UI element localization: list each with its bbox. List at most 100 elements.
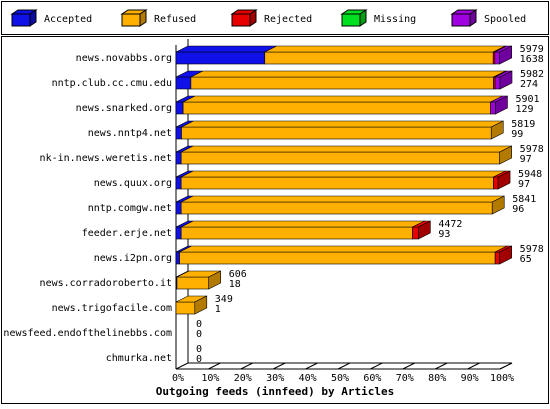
bar-accepted-label: 274	[520, 79, 538, 90]
plot-frame	[1, 36, 549, 404]
bar-total-label: 0	[196, 344, 202, 355]
legend-label: Rejected	[264, 14, 312, 25]
bar-segment	[181, 126, 492, 140]
category-label: news.nntp4.net	[88, 128, 172, 139]
bar-segment	[494, 76, 501, 90]
x-tick-label: 90%	[461, 373, 479, 384]
bar-accepted-label: 96	[512, 204, 524, 215]
bar-total-label: 349	[215, 294, 233, 305]
bar-total-label: 5979	[520, 44, 544, 55]
bar-accepted-label: 65	[520, 254, 532, 265]
bar-segment	[412, 226, 419, 240]
x-tick	[208, 362, 221, 370]
bar-segment-side	[497, 170, 511, 190]
bar-segment-side	[499, 245, 512, 265]
bar-segment-top	[179, 245, 508, 253]
legend-label: Accepted	[44, 14, 92, 25]
legend-swatch	[359, 9, 367, 27]
bar-total-label: 5819	[511, 119, 535, 130]
x-tick-label: 30%	[266, 373, 284, 384]
legend-label: Refused	[154, 14, 196, 25]
bar-segment	[175, 126, 182, 140]
legend-label: Missing	[374, 14, 416, 25]
x-tick-label: 40%	[299, 373, 317, 384]
x-tick-label: 100%	[490, 373, 514, 384]
bar-segment-side	[491, 195, 505, 215]
category-label: nk-in.news.weretis.net	[40, 153, 172, 164]
category-label: chmurka.net	[106, 353, 172, 364]
bar-segment-top	[181, 170, 506, 178]
legend-label: Spooled	[484, 14, 526, 25]
x-tick	[467, 362, 480, 370]
x-tick-label: 80%	[428, 373, 446, 384]
bar-segment	[175, 226, 182, 240]
category-label: news.quux.org	[94, 178, 172, 189]
bar-segment-top	[181, 195, 505, 203]
legend-swatch	[451, 13, 471, 27]
bar-accepted-label: 1638	[520, 54, 544, 65]
chart-title: Outgoing feeds (innfeed) by Articles	[156, 385, 394, 398]
bar-segment	[264, 51, 494, 65]
bar-accepted-label: 18	[229, 279, 241, 290]
category-label: news.trigofacile.com	[52, 303, 172, 314]
bar-total-label: 0	[196, 319, 202, 330]
x-tick-label: 60%	[363, 373, 381, 384]
category-label: news.corradoroberto.it	[40, 278, 172, 289]
x-tick	[337, 362, 351, 370]
category-label: news.i2pn.org	[94, 253, 172, 264]
legend-swatch	[121, 13, 141, 27]
bar-total-label: 4472	[438, 219, 462, 230]
legend-swatch	[469, 9, 477, 27]
bar-accepted-label: 0	[196, 354, 202, 365]
bar-segment-top	[181, 145, 512, 153]
bar-segment	[176, 276, 210, 290]
bar-segment	[190, 76, 494, 90]
bar-accepted-label: 97	[518, 179, 530, 190]
bar-accepted-label: 99	[511, 129, 523, 140]
bar-segment	[179, 251, 496, 265]
bar-segment-top	[181, 220, 425, 228]
legend-frame	[1, 1, 549, 35]
legend-swatch	[231, 13, 251, 27]
bar-total-label: 5948	[518, 169, 542, 180]
bar-segment	[175, 176, 182, 190]
bar-segment	[175, 101, 184, 115]
bar-segment-side	[490, 120, 504, 140]
bar-segment	[180, 151, 500, 165]
legend-swatch	[11, 13, 31, 27]
bar-total-label: 5978	[520, 244, 544, 255]
bar-segment-top	[175, 45, 277, 53]
bar-total-label: 5901	[515, 94, 539, 105]
bar-total-label: 606	[229, 269, 247, 280]
bar-segment-side	[499, 45, 512, 65]
bar-segment	[180, 201, 493, 215]
bar-segment-side	[208, 270, 222, 290]
category-label: newsfeed.endofthelinebbs.com	[3, 328, 172, 339]
bar-segment-top	[190, 70, 506, 78]
x-tick	[402, 362, 416, 370]
bar-accepted-label: 93	[438, 229, 450, 240]
category-label: news.novabbs.org	[76, 53, 172, 64]
bar-accepted-label: 97	[520, 154, 532, 165]
bar-segment-side	[194, 295, 208, 315]
bar-segment-side	[418, 220, 431, 240]
bar-segment	[493, 176, 499, 190]
bar-total-label: 5982	[520, 69, 544, 80]
bar-segment-top	[181, 120, 504, 128]
x-tick-label: 20%	[234, 373, 252, 384]
x-tick	[272, 362, 286, 370]
x-tick	[499, 362, 513, 370]
x-tick	[370, 362, 383, 370]
bar-total-label: 5841	[512, 194, 536, 205]
bar-segment	[180, 176, 494, 190]
bar-segment	[175, 76, 192, 90]
legend-swatch	[29, 9, 37, 27]
x-tick-label: 50%	[331, 373, 349, 384]
bar-segment	[175, 51, 266, 65]
bar-total-label: 5978	[520, 144, 544, 155]
bar-segment-side	[499, 145, 512, 165]
x-tick	[305, 362, 318, 370]
bar-segment	[175, 201, 182, 215]
bar-accepted-label: 1	[215, 304, 221, 315]
